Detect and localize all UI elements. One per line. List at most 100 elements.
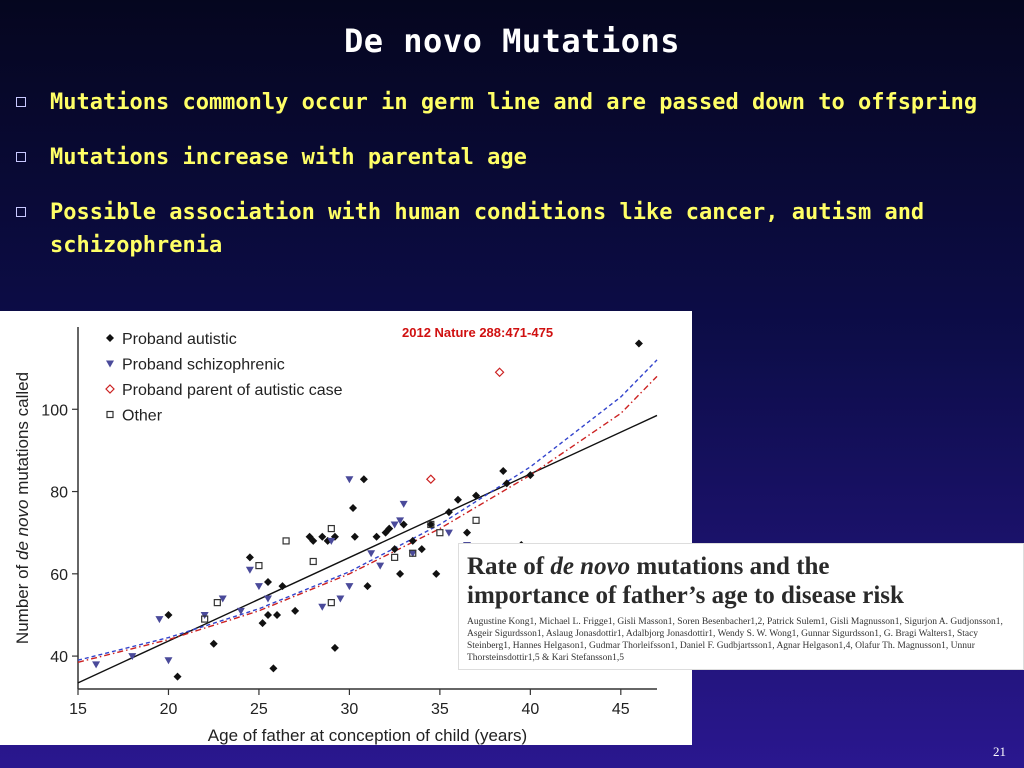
bullet-item: Mutations increase with parental age bbox=[14, 141, 1014, 174]
y-axis-label-part: Number of bbox=[13, 560, 32, 644]
data-point bbox=[330, 643, 339, 652]
data-point bbox=[254, 583, 263, 591]
data-point bbox=[164, 610, 173, 619]
data-point bbox=[444, 529, 453, 537]
data-point bbox=[367, 550, 376, 558]
data-point bbox=[255, 561, 263, 570]
paper-title-part: mutations and the bbox=[630, 553, 830, 580]
series-1 bbox=[92, 476, 472, 669]
chart-legend: Proband autistic Proband schizophrenic Pro… bbox=[105, 331, 343, 425]
data-point bbox=[155, 616, 164, 624]
paper-title: Rate of de novo mutations and the import… bbox=[467, 552, 904, 610]
x-tick-label: 45 bbox=[612, 701, 630, 718]
data-point bbox=[426, 520, 435, 529]
x-tick-label: 30 bbox=[341, 701, 359, 718]
data-point bbox=[327, 537, 336, 545]
data-point bbox=[128, 653, 137, 661]
y-tick-label: 80 bbox=[50, 485, 68, 502]
bullet-text: Mutations commonly occur in germ line an… bbox=[50, 90, 978, 115]
data-point bbox=[526, 471, 535, 480]
data-point bbox=[409, 549, 417, 557]
data-point bbox=[173, 672, 182, 681]
data-point bbox=[336, 595, 345, 603]
paper-authors: Augustine Kong1, Michael L. Frigge1, Gis… bbox=[467, 617, 1003, 663]
y-tick-label: 60 bbox=[50, 567, 68, 584]
data-point bbox=[282, 537, 290, 545]
data-point bbox=[209, 639, 218, 648]
y-tick-label: 100 bbox=[41, 402, 68, 419]
data-point bbox=[218, 595, 227, 603]
y-tick-label: 40 bbox=[50, 649, 68, 666]
data-point bbox=[444, 508, 453, 517]
data-point bbox=[436, 529, 444, 537]
bullet-marker-icon bbox=[16, 152, 26, 162]
chart-panel: 15 20 25 30 35 40 45 40 60 80 100 Age of father at … bbox=[0, 311, 692, 745]
legend-label: Proband autistic bbox=[122, 331, 237, 348]
data-point bbox=[417, 545, 426, 554]
data-point bbox=[309, 536, 318, 545]
bullet-marker-icon bbox=[16, 97, 26, 107]
data-point bbox=[273, 610, 282, 619]
data-point bbox=[399, 500, 408, 508]
bullet-marker-icon bbox=[16, 207, 26, 217]
data-point bbox=[396, 517, 405, 525]
scatter-chart: 15 20 25 30 35 40 45 40 60 80 100 Age of father at … bbox=[13, 325, 658, 745]
x-tick-label: 25 bbox=[250, 701, 268, 718]
data-point bbox=[472, 516, 480, 524]
data-point bbox=[245, 566, 254, 574]
series-3 bbox=[201, 516, 480, 623]
citation-text: 2012 Nature 288:471-475 bbox=[402, 325, 553, 340]
data-point bbox=[453, 495, 462, 504]
y-axis-label-italic: de novo bbox=[13, 499, 32, 560]
x-tick-label: 20 bbox=[160, 701, 178, 718]
legend-label: Proband schizophrenic bbox=[122, 357, 285, 374]
data-point bbox=[309, 557, 317, 566]
data-point bbox=[502, 479, 511, 488]
data-point bbox=[408, 550, 417, 558]
data-point bbox=[278, 582, 287, 591]
data-point bbox=[376, 562, 385, 570]
data-point bbox=[499, 466, 508, 475]
fit-line-dashdot bbox=[77, 375, 658, 663]
legend-label: Other bbox=[122, 408, 163, 425]
data-point bbox=[269, 664, 278, 673]
data-point bbox=[213, 599, 221, 607]
bullet-item: Possible association with human conditio… bbox=[14, 196, 1014, 262]
paper-title-line2: importance of father’s age to disease ri… bbox=[467, 582, 904, 609]
data-point bbox=[359, 475, 368, 484]
data-point bbox=[263, 595, 272, 603]
data-point bbox=[432, 569, 441, 578]
data-point bbox=[291, 606, 300, 615]
data-point bbox=[390, 545, 399, 554]
data-point bbox=[472, 491, 481, 500]
data-point bbox=[327, 599, 335, 607]
x-tick-label: 15 bbox=[69, 701, 87, 718]
page-number: 21 bbox=[993, 744, 1006, 759]
legend-marker bbox=[105, 384, 115, 394]
series-0 bbox=[164, 339, 643, 681]
paper-title-italic: de novo bbox=[550, 553, 631, 580]
data-point bbox=[463, 528, 472, 537]
data-point bbox=[258, 619, 267, 628]
data-point bbox=[164, 657, 173, 665]
data-point bbox=[396, 569, 405, 578]
data-point bbox=[263, 578, 272, 587]
data-point bbox=[363, 582, 372, 591]
data-point bbox=[318, 532, 327, 541]
data-point bbox=[391, 553, 399, 561]
data-point bbox=[330, 532, 339, 541]
data-point bbox=[201, 615, 209, 623]
data-point bbox=[399, 520, 408, 529]
data-point bbox=[92, 661, 101, 669]
data-point bbox=[327, 524, 335, 533]
y-axis-label: Number of de novo mutations called bbox=[13, 372, 32, 644]
x-axis-label: Age of father at conception of child (ye… bbox=[208, 726, 527, 745]
data-point bbox=[318, 603, 327, 611]
data-point bbox=[350, 532, 359, 541]
bullet-item: Mutations commonly occur in germ line an… bbox=[14, 86, 1014, 119]
data-point bbox=[634, 339, 643, 348]
data-point bbox=[494, 367, 505, 378]
slide-title: De novo Mutations bbox=[343, 22, 680, 60]
x-tick-label: 35 bbox=[431, 701, 449, 718]
paper-header-panel: Rate of de novo mutations and the import… bbox=[458, 543, 1024, 670]
